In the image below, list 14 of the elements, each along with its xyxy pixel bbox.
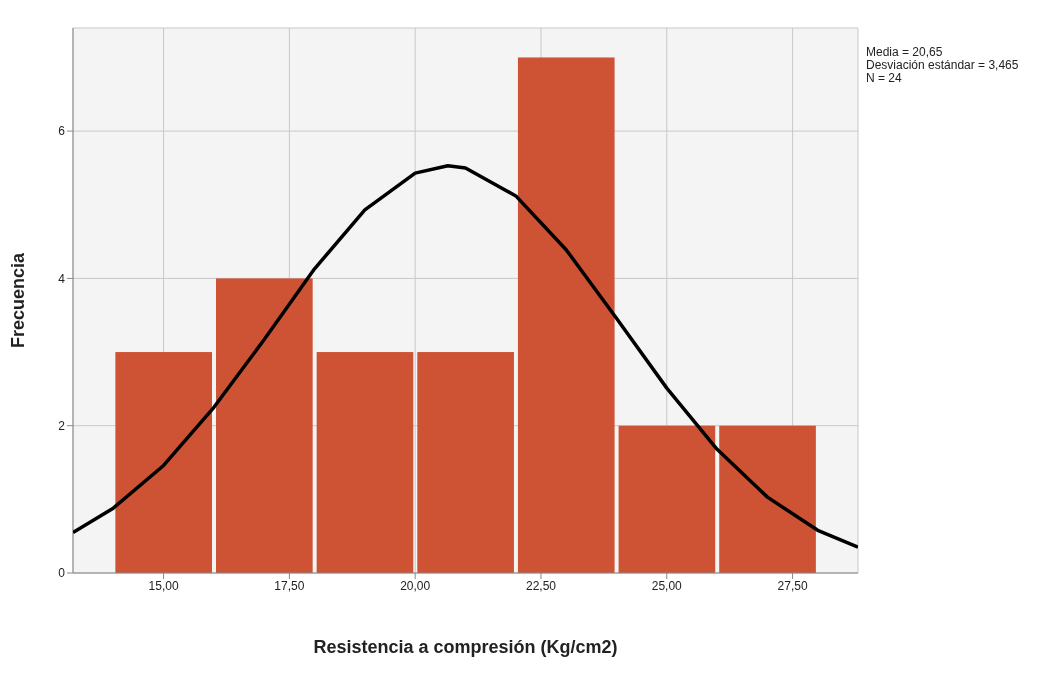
line-series xyxy=(73,163,858,549)
x-tick-label: 17,50 xyxy=(274,578,305,593)
x-tick-label: 20,00 xyxy=(400,578,431,593)
text: Media = 20,65 Desviación estándar = 3,465 N = 24 xyxy=(866,45,1019,85)
y-tick-label: 6 xyxy=(58,124,66,139)
y-tick-label: 2 xyxy=(58,418,66,433)
x-tick-label: 15,00 xyxy=(148,578,179,593)
y-tick-label: 4 xyxy=(58,271,66,286)
y-tick-label: 0 xyxy=(58,566,66,581)
x-axis-title: Resistencia a compresión (Kg/cm2) xyxy=(313,637,618,657)
x-tick-label: 25,00 xyxy=(651,578,683,593)
y-axis-title: Frecuencia xyxy=(8,251,29,349)
x-tick-label: 22,50 xyxy=(525,578,557,593)
x-tick-label: 27,50 xyxy=(777,578,808,593)
